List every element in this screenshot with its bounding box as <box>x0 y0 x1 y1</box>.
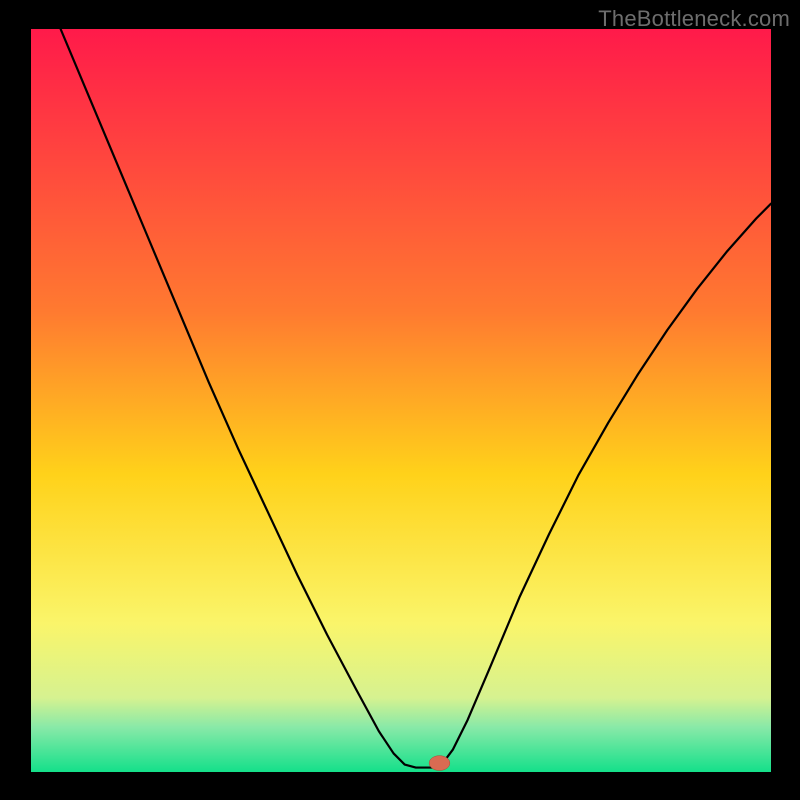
chart-container: TheBottleneck.com <box>0 0 800 800</box>
plot-area <box>31 29 771 772</box>
optimal-marker <box>429 756 450 771</box>
bottleneck-curve <box>31 29 771 772</box>
